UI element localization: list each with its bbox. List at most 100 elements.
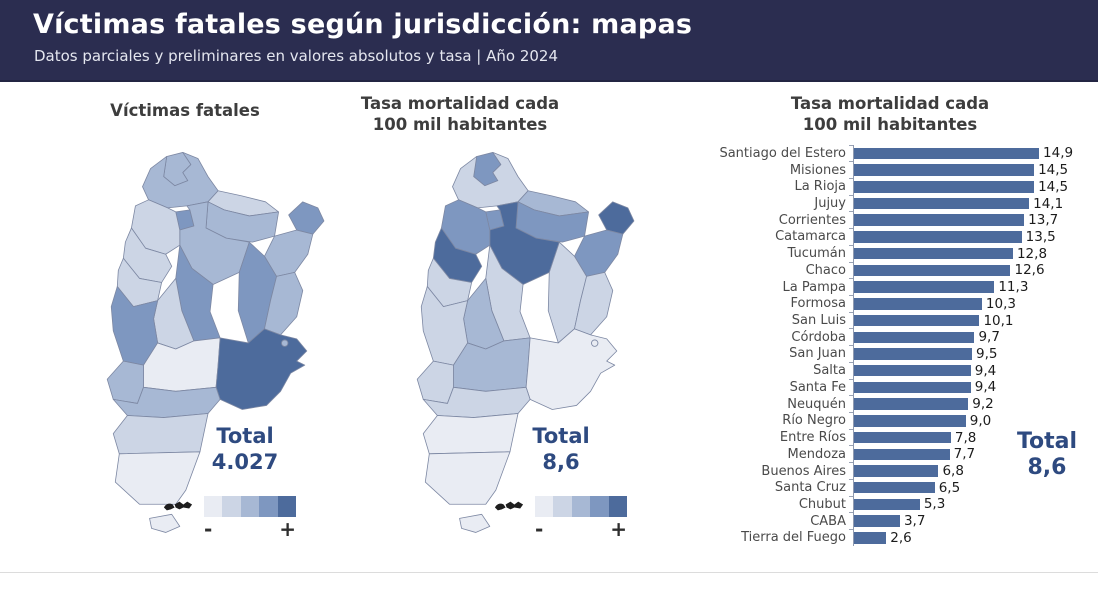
bar bbox=[854, 147, 1040, 160]
bar-category-label: Jujuy bbox=[814, 196, 846, 212]
province-misiones bbox=[288, 201, 325, 235]
bar-row: Salta 9,4 bbox=[688, 361, 1092, 380]
bar-row: La Rioja 14,5 bbox=[688, 177, 1092, 196]
legend-swatch bbox=[608, 496, 627, 517]
bar-row: CABA 3,7 bbox=[688, 512, 1092, 530]
total-value: 8,6 bbox=[542, 450, 580, 474]
bar bbox=[854, 231, 1022, 243]
bar-row: Santa Cruz 6,5 bbox=[688, 478, 1092, 497]
bar bbox=[854, 298, 982, 310]
bar-category-label: San Juan bbox=[789, 346, 846, 362]
bar bbox=[854, 465, 939, 477]
bar-value-label: 9,4 bbox=[974, 379, 997, 396]
bar bbox=[854, 364, 971, 377]
bar-row: Santiago del Estero 14,9 bbox=[688, 144, 1092, 162]
legend-swatch bbox=[259, 496, 278, 517]
bar-row: Río Negro 9,0 bbox=[688, 412, 1092, 430]
bar-row: Entre Ríos 7,8 bbox=[688, 428, 1092, 446]
total-label: Total bbox=[216, 424, 274, 448]
bar-category-label: Chubut bbox=[798, 496, 846, 512]
bar bbox=[854, 381, 971, 394]
bar-row: Chaco 12,6 bbox=[688, 261, 1092, 279]
bar bbox=[854, 331, 975, 344]
bar-value-label: 9,4 bbox=[974, 362, 997, 379]
total-value: 8,6 bbox=[1027, 455, 1067, 480]
province-chubut bbox=[422, 413, 519, 455]
bar-value-label: 10,1 bbox=[983, 312, 1014, 329]
bar bbox=[854, 415, 966, 427]
bar bbox=[854, 314, 980, 327]
bar-value-label: 7,7 bbox=[953, 446, 976, 463]
bar-row: Tierra del Fuego 2,6 bbox=[688, 529, 1092, 547]
bar-category-label: CABA bbox=[810, 513, 846, 529]
bar-value-label: 12,6 bbox=[1014, 262, 1045, 279]
legend-swatch bbox=[277, 496, 296, 517]
bar bbox=[854, 214, 1025, 226]
bar bbox=[854, 431, 951, 444]
bar-value-label: 9,0 bbox=[969, 412, 992, 429]
bar bbox=[854, 164, 1035, 176]
bar-row: San Luis 10,1 bbox=[688, 311, 1092, 329]
legend-swatch bbox=[590, 496, 609, 517]
bar bbox=[854, 264, 1011, 277]
total-label: Total bbox=[1016, 429, 1078, 454]
content: Víctimas fatales Total 4.027 - + Tasa mo… bbox=[0, 82, 1098, 589]
bar bbox=[854, 247, 1013, 260]
total-value: 4.027 bbox=[211, 450, 279, 474]
legend-minus-label: - bbox=[535, 517, 544, 541]
province-tierra-del-fuego bbox=[459, 513, 491, 533]
legend-swatch bbox=[240, 496, 260, 517]
bar-row: Buenos Aires 6,8 bbox=[688, 462, 1092, 480]
bar-row: Misiones 14,5 bbox=[688, 161, 1092, 179]
bar-value-label: 5,3 bbox=[923, 496, 946, 513]
bar-value-label: 11,3 bbox=[998, 279, 1029, 296]
legend-plus-label: + bbox=[279, 517, 296, 541]
bar-value-label: 14,5 bbox=[1038, 162, 1069, 179]
bar bbox=[854, 515, 900, 527]
bar bbox=[854, 398, 969, 410]
bar-category-label: La Pampa bbox=[782, 279, 846, 295]
bar-value-label: 12,8 bbox=[1016, 245, 1048, 262]
legend-swatch bbox=[535, 496, 554, 517]
legend-plus-label: + bbox=[610, 517, 627, 541]
bar-category-label: Santa Fe bbox=[789, 379, 846, 395]
bar-category-label: Misiones bbox=[789, 162, 846, 178]
color-scale-swatches bbox=[535, 496, 627, 517]
legend-swatch bbox=[222, 496, 241, 517]
bar-value-label: 2,6 bbox=[890, 529, 912, 546]
bar-category-label: Buenos Aires bbox=[761, 463, 846, 479]
map-rate-legend: - + bbox=[493, 496, 633, 541]
bar-category-label: Catamarca bbox=[775, 229, 846, 245]
legend-minus-label: - bbox=[204, 517, 213, 541]
map-absolute-legend: - + bbox=[162, 496, 302, 541]
bar-row: Neuquén 9,2 bbox=[688, 395, 1092, 413]
total-label: Total bbox=[532, 424, 590, 448]
argentina-map-absolute bbox=[80, 140, 332, 560]
province-caba bbox=[591, 339, 599, 347]
province-entre-rios bbox=[574, 271, 614, 336]
bar-category-label: Córdoba bbox=[791, 329, 846, 345]
legend-swatch bbox=[571, 496, 591, 517]
bar-row: La Pampa 11,3 bbox=[688, 278, 1092, 296]
bar-category-label: Mendoza bbox=[787, 446, 846, 462]
bar-category-label: Santa Cruz bbox=[774, 480, 846, 496]
bar bbox=[854, 348, 972, 360]
province-chubut bbox=[112, 413, 209, 455]
bar-row: Tucumán 12,8 bbox=[688, 244, 1092, 263]
province-santa-cruz bbox=[424, 451, 511, 505]
color-scale-swatches bbox=[204, 496, 296, 517]
bar-value-label: 13,7 bbox=[1028, 212, 1059, 229]
bar-category-label: Santiago del Estero bbox=[719, 145, 846, 161]
bar-value-label: 3,7 bbox=[903, 513, 926, 530]
bar-category-label: Corrientes bbox=[778, 212, 846, 228]
bar-category-label: La Rioja bbox=[794, 179, 846, 195]
bar-row: Chubut 5,3 bbox=[688, 495, 1092, 513]
province-buenos-aires bbox=[525, 328, 618, 410]
rate-bar-chart: Santiago del Estero 14,9 Misiones 14,5 La Ri… bbox=[688, 144, 1092, 547]
legend-swatch bbox=[204, 496, 223, 517]
page-subtitle: Datos parciales y preliminares en valore… bbox=[34, 47, 559, 65]
bar-row: Formosa 10,3 bbox=[688, 294, 1092, 313]
bar-row: Mendoza 7,7 bbox=[688, 445, 1092, 463]
bar-value-label: 9,5 bbox=[975, 345, 998, 362]
bar-category-label: Entre Ríos bbox=[779, 430, 846, 446]
